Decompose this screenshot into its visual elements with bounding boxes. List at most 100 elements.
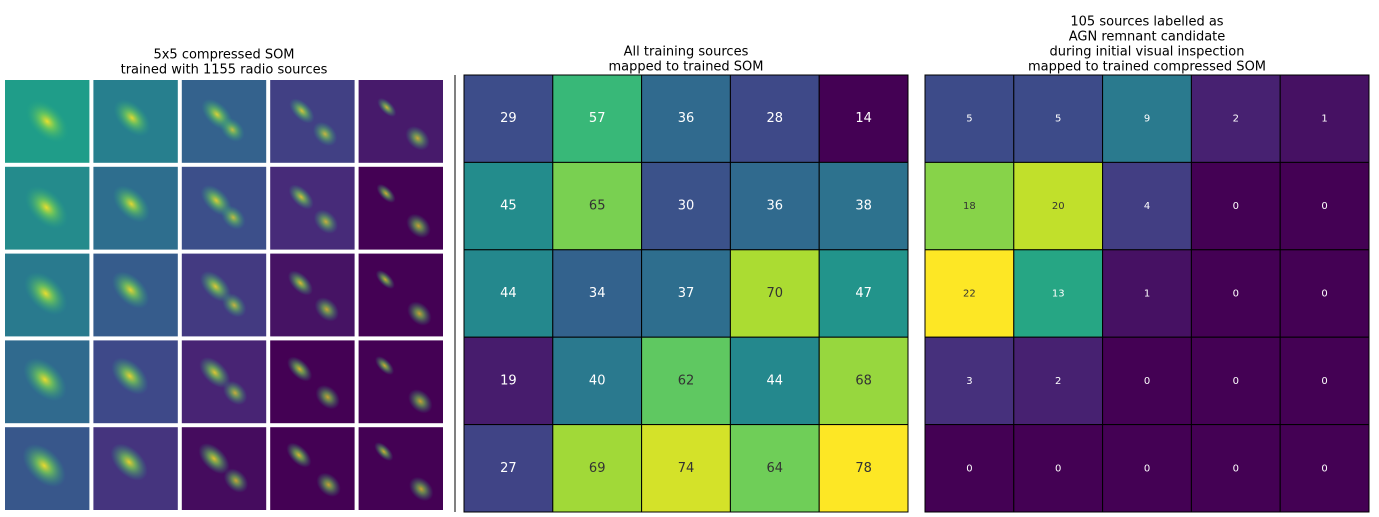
cell-label: 34 xyxy=(589,286,606,301)
cell-label: 2 xyxy=(1233,114,1239,125)
som-prototype xyxy=(93,80,178,163)
heatmap-cell xyxy=(1013,74,1104,163)
som-prototype xyxy=(270,253,355,337)
heatmap-cell xyxy=(1279,336,1370,426)
heatmap-cell xyxy=(924,424,1015,513)
heatmap-cell xyxy=(552,424,643,513)
cell-label: 78 xyxy=(855,461,872,476)
som-prototype xyxy=(181,253,267,337)
heatmap-cell xyxy=(552,336,643,426)
cell-label: 38 xyxy=(855,199,872,214)
prototype-blob xyxy=(112,185,150,223)
heatmap-cell xyxy=(1190,74,1281,163)
som-prototype xyxy=(5,80,90,163)
chart-title: 5x5 compressed SOM xyxy=(153,48,294,63)
prototype-blob xyxy=(312,121,338,147)
cell-label: 0 xyxy=(1233,463,1239,474)
cell-label: 45 xyxy=(500,199,517,214)
prototype-blob xyxy=(316,472,341,497)
prototype-blob xyxy=(110,443,148,481)
prototype-background xyxy=(270,340,355,424)
som-prototype xyxy=(93,340,178,424)
prototype-blob xyxy=(315,384,340,410)
cell-label: 1 xyxy=(1144,289,1150,300)
heatmap-cell xyxy=(818,424,909,513)
prototype-background xyxy=(358,80,443,163)
som-prototype xyxy=(93,166,178,250)
cell-label: 0 xyxy=(1144,376,1150,387)
som-prototype xyxy=(358,340,443,424)
heatmap-cell xyxy=(1190,249,1281,338)
som-prototype xyxy=(270,80,355,163)
som-prototype xyxy=(181,80,267,163)
som-prototype xyxy=(5,253,90,337)
prototype-blob xyxy=(111,357,149,395)
heatmap-cell xyxy=(552,161,643,251)
prototype-blob xyxy=(314,297,339,322)
heatmap-cell xyxy=(1279,249,1370,338)
heatmap-cell xyxy=(463,249,554,338)
prototype-blob xyxy=(24,271,68,316)
heatmap-cell xyxy=(1190,161,1281,251)
cell-label: 28 xyxy=(767,111,784,126)
heatmap-cell xyxy=(1102,161,1192,251)
cell-label: 14 xyxy=(855,111,872,126)
prototype-blob xyxy=(408,389,433,414)
cell-label: 62 xyxy=(678,373,695,388)
som-prototype xyxy=(358,166,443,250)
som-prototype xyxy=(5,427,90,510)
prototype-blob xyxy=(223,468,249,493)
cell-label: 0 xyxy=(1233,376,1239,387)
chart-title: during initial visual inspection xyxy=(1050,45,1245,60)
heatmap-cell xyxy=(1279,424,1370,513)
heatmap-cell xyxy=(818,336,909,426)
cell-label: 20 xyxy=(1052,201,1065,212)
cell-label: 5 xyxy=(1055,114,1061,125)
cell-label: 44 xyxy=(500,286,517,301)
cell-label: 9 xyxy=(1144,114,1150,125)
cell-label: 19 xyxy=(500,373,517,388)
prototype-blob xyxy=(375,270,395,289)
prototype-blob xyxy=(289,98,315,124)
som-prototype xyxy=(181,166,267,250)
cell-label: 0 xyxy=(1321,463,1327,474)
prototype-blob xyxy=(376,183,396,203)
heatmap-cell xyxy=(1013,424,1104,513)
prototype-blob xyxy=(222,293,247,318)
cell-label: 70 xyxy=(767,286,784,301)
heatmap-cell xyxy=(924,161,1015,251)
cell-label: 36 xyxy=(678,111,695,126)
heatmap-cell xyxy=(1013,161,1104,251)
cell-label: 0 xyxy=(1321,289,1327,300)
cell-label: 40 xyxy=(589,373,606,388)
cell-label: 44 xyxy=(767,373,784,388)
cell-label: 57 xyxy=(589,111,606,126)
cell-label: 47 xyxy=(855,286,872,301)
cell-label: 5 xyxy=(966,114,972,125)
cell-label: 29 xyxy=(500,111,517,126)
cell-label: 68 xyxy=(855,373,872,388)
som-prototype xyxy=(93,427,178,510)
heatmap-cell xyxy=(924,74,1015,163)
prototype-blob xyxy=(113,99,151,137)
prototype-blob xyxy=(199,357,231,389)
cell-label: 3 xyxy=(966,376,972,387)
cell-label: 64 xyxy=(767,461,784,476)
prototype-blob xyxy=(377,97,397,117)
prototype-blob xyxy=(25,99,69,143)
prototype-blob xyxy=(23,357,67,402)
heatmap-cell xyxy=(641,161,731,251)
som-prototype xyxy=(270,340,355,424)
prototype-background xyxy=(270,166,355,250)
prototype-blob xyxy=(406,213,431,239)
cell-label: 1 xyxy=(1321,114,1327,125)
prototype-blob xyxy=(222,380,248,406)
heatmap-cell xyxy=(818,74,909,163)
som-prototype xyxy=(5,340,90,424)
prototype-blob xyxy=(221,205,246,230)
prototype-background xyxy=(270,427,355,510)
cell-label: 0 xyxy=(966,463,972,474)
heatmap-cell xyxy=(729,424,820,513)
